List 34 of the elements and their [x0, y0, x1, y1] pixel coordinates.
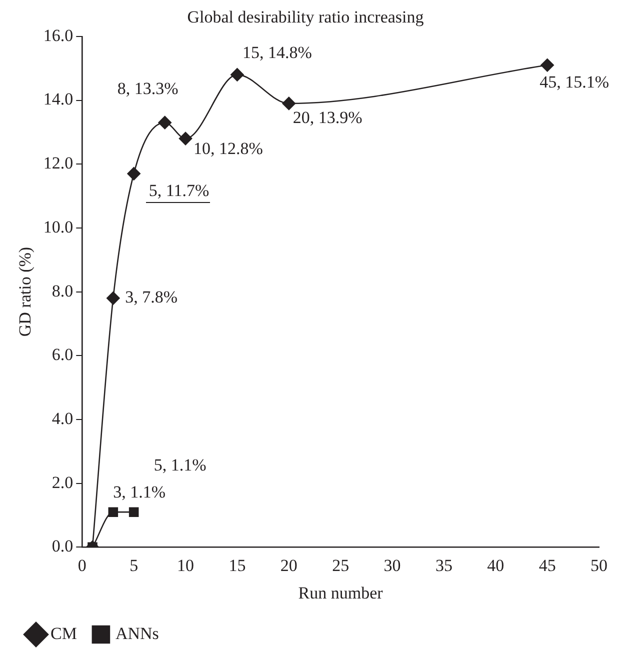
x-tick-label: 20: [280, 556, 298, 575]
annotation: 8, 13.3%: [117, 79, 178, 98]
annotation: 15, 14.8%: [242, 43, 312, 62]
x-tick-label: 25: [332, 556, 350, 575]
y-tick-label: 16.0: [43, 26, 74, 45]
y-tick-label: 6.0: [52, 345, 74, 364]
x-tick-label: 45: [538, 556, 556, 575]
y-tick-label: 0.0: [52, 536, 74, 556]
x-tick-label: 30: [384, 556, 401, 575]
y-axis-title: GD ratio (%): [16, 246, 35, 337]
y-tick-label: 10.0: [43, 217, 74, 236]
x-tick-label: 5: [130, 556, 138, 575]
y-tick-label: 4.0: [52, 408, 74, 428]
x-tick-label: 50: [590, 556, 608, 575]
x-tick-label: 40: [487, 556, 504, 575]
annotation: 3, 1.1%: [113, 482, 166, 502]
chart-title: Global desirability ratio increasing: [187, 8, 424, 27]
x-tick-label: 35: [435, 556, 452, 575]
legend-label: ANNs: [115, 624, 159, 643]
annotation: 45, 15.1%: [540, 72, 610, 92]
x-tick-label: 0: [78, 556, 86, 575]
annotation: 5, 11.7%: [148, 181, 210, 200]
annotation: 20, 13.9%: [292, 108, 362, 127]
annotation: 3, 7.8%: [125, 288, 178, 307]
y-tick-label: 12.0: [43, 154, 74, 173]
annotation: 5, 1.1%: [154, 456, 206, 475]
x-tick-label: 15: [228, 556, 246, 575]
y-tick-label: 14.0: [43, 90, 74, 109]
x-tick-label: 10: [177, 556, 194, 575]
legend-label: CM: [50, 624, 77, 643]
y-tick-label: 8.0: [52, 281, 74, 300]
y-tick-label: 2.0: [52, 472, 74, 492]
annotation: 10, 12.8%: [194, 139, 263, 158]
x-axis-title: Run number: [298, 583, 384, 602]
